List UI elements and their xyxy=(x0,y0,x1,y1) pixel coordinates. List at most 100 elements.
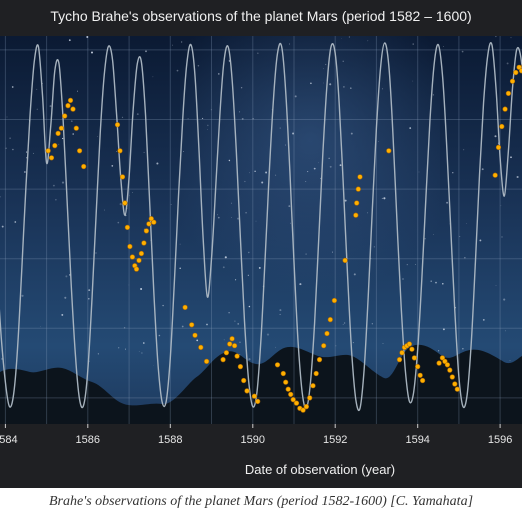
observation-point xyxy=(45,148,51,154)
observation-point xyxy=(439,355,446,361)
x-axis-band xyxy=(0,424,522,488)
star xyxy=(292,132,295,135)
observation-point xyxy=(442,358,448,365)
observation-point xyxy=(65,102,71,109)
star xyxy=(136,113,139,115)
star xyxy=(495,36,497,38)
observation-point xyxy=(399,350,405,356)
observation-point xyxy=(122,200,128,206)
observation-point xyxy=(396,357,403,363)
observation-point xyxy=(198,344,204,351)
observation-point xyxy=(227,341,233,347)
observation-point xyxy=(357,174,363,180)
star xyxy=(350,132,353,135)
observation-point xyxy=(48,155,55,161)
observation-point xyxy=(324,330,330,337)
star xyxy=(479,239,482,242)
star xyxy=(172,44,173,46)
observation-point xyxy=(417,372,423,378)
observation-point xyxy=(67,97,74,103)
star xyxy=(341,38,342,39)
observation-point xyxy=(73,125,79,131)
observation-point xyxy=(499,123,505,130)
star xyxy=(181,41,183,43)
star xyxy=(5,147,7,150)
star xyxy=(367,40,369,42)
observation-point xyxy=(331,297,338,304)
x-axis-label: Date of observation (year) xyxy=(244,462,396,477)
star xyxy=(382,88,383,90)
star xyxy=(210,109,213,111)
star xyxy=(33,152,34,154)
star xyxy=(329,83,332,86)
observation-point xyxy=(502,106,508,112)
star xyxy=(248,305,251,308)
star xyxy=(118,347,120,349)
star xyxy=(76,90,79,92)
star xyxy=(65,275,68,278)
star xyxy=(162,304,164,307)
star xyxy=(202,117,204,119)
star xyxy=(64,296,67,299)
star xyxy=(371,323,373,325)
observation-point xyxy=(285,386,291,392)
observation-point xyxy=(138,250,144,257)
star xyxy=(217,216,220,219)
observation-point xyxy=(204,358,210,365)
observation-point xyxy=(293,400,300,406)
star xyxy=(217,214,219,216)
observation-point xyxy=(62,113,68,119)
star xyxy=(87,47,89,49)
star xyxy=(329,165,332,168)
observation-point xyxy=(229,336,235,342)
star xyxy=(230,216,232,218)
star xyxy=(415,264,416,265)
star xyxy=(433,233,435,235)
star xyxy=(241,117,244,120)
star xyxy=(352,342,354,344)
star xyxy=(237,217,240,220)
x-tick-label: 1596 xyxy=(488,434,512,446)
x-tick-label: 1586 xyxy=(76,434,100,446)
star xyxy=(442,283,444,285)
star xyxy=(275,174,277,176)
observation-point xyxy=(151,219,157,225)
star xyxy=(442,328,445,331)
star xyxy=(103,209,106,211)
star xyxy=(234,320,236,322)
star xyxy=(344,322,346,324)
star xyxy=(0,196,1,198)
observation-point xyxy=(447,367,453,373)
observation-point xyxy=(342,257,348,264)
observation-point xyxy=(136,257,142,264)
star xyxy=(323,82,324,84)
observation-point xyxy=(386,148,392,154)
star xyxy=(258,266,261,269)
star xyxy=(318,162,319,164)
x-tick-label: 1588 xyxy=(158,434,182,446)
star xyxy=(339,164,342,167)
star xyxy=(11,86,14,88)
star xyxy=(142,342,145,344)
star xyxy=(313,167,316,170)
observation-point xyxy=(307,395,313,401)
x-tick-label: 1590 xyxy=(241,434,265,446)
star xyxy=(285,144,287,146)
star xyxy=(70,120,73,123)
star xyxy=(482,319,485,321)
observation-points xyxy=(45,64,522,413)
star xyxy=(348,36,350,38)
star xyxy=(266,333,270,336)
star xyxy=(466,223,468,224)
observation-point xyxy=(70,106,76,112)
star xyxy=(138,351,140,352)
star xyxy=(86,36,89,38)
star xyxy=(158,334,161,337)
observation-point xyxy=(444,362,451,368)
star xyxy=(129,195,130,196)
observation-point xyxy=(192,332,198,338)
star xyxy=(279,313,281,315)
star xyxy=(156,162,159,165)
star xyxy=(294,95,297,98)
star xyxy=(68,39,71,42)
